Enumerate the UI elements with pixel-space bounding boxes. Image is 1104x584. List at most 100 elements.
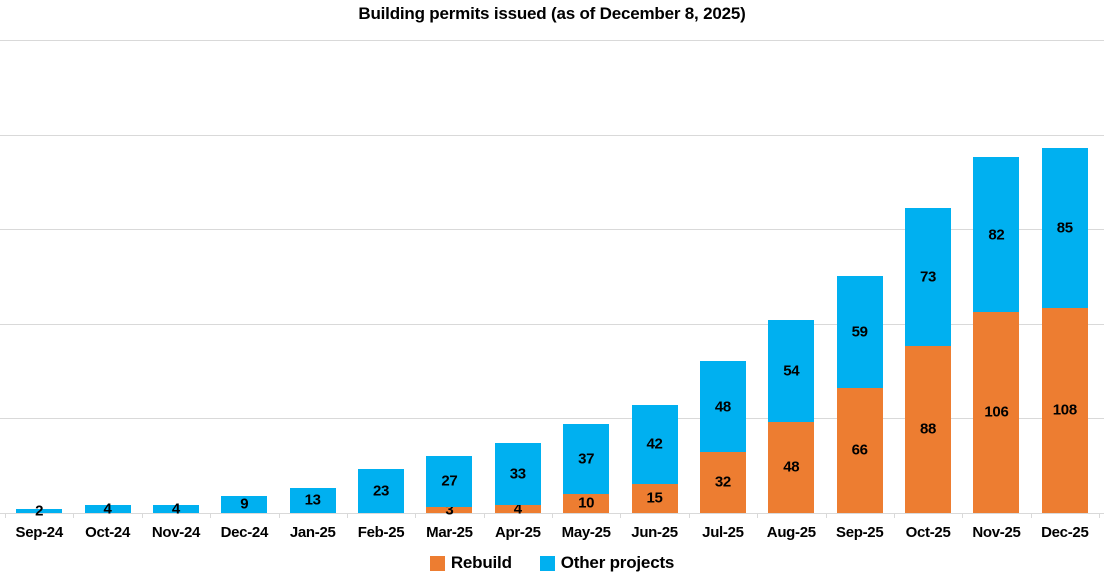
value-label: 48 (714, 398, 731, 416)
bar-segment-other-projects: 54 (768, 319, 815, 422)
other-projects-swatch-icon (539, 555, 555, 571)
x-axis-tick (688, 513, 690, 518)
value-label: 82 (988, 226, 1005, 244)
bar-group: 106 82 (962, 0, 1030, 513)
bar-segment-rebuild: 15 (631, 484, 678, 513)
bar-segment-other-projects: 27 (426, 455, 473, 507)
x-axis-line (0, 512, 1104, 514)
value-label: 23 (373, 482, 390, 500)
bar-segment-other-projects: 23 (358, 469, 405, 513)
bar-segment-other-projects: 2 (16, 503, 63, 518)
x-axis-tick (415, 513, 417, 518)
x-axis-label: Dec-24 (220, 524, 269, 541)
x-axis-tick (483, 513, 485, 518)
bar-segment-rebuild: 10 (563, 493, 610, 513)
x-axis-tick (141, 513, 143, 518)
value-label: 2 (35, 502, 44, 520)
value-label: 4 (171, 500, 180, 518)
x-axis-label: Mar-25 (426, 524, 473, 541)
value-label: 59 (851, 323, 868, 341)
x-axis-tick (1099, 513, 1100, 518)
value-label: 27 (441, 472, 458, 490)
bar-segment-other-projects: 13 (289, 487, 336, 513)
x-axis-tick (278, 513, 280, 518)
value-label: 37 (578, 450, 595, 468)
bar-segment-other-projects: 4 (84, 501, 131, 516)
value-label: 32 (714, 473, 731, 491)
x-axis-label: Oct-24 (85, 524, 130, 541)
value-label: 48 (783, 458, 800, 476)
bar-group: 3 27 (415, 0, 483, 517)
bar-segment-other-projects: 37 (563, 423, 610, 494)
bar-segment-other-projects: 4 (152, 501, 199, 516)
gridline (0, 323, 1104, 325)
legend: Rebuild Other projects (0, 553, 1104, 573)
bar-group: 2 (5, 0, 73, 518)
x-axis-tick (893, 513, 895, 518)
x-axis-tick (210, 513, 212, 518)
x-axis-tick (73, 513, 75, 518)
x-axis-tick (962, 513, 964, 518)
bar-segment-rebuild: 106 (973, 312, 1020, 513)
value-label: 54 (783, 362, 800, 380)
bar-segment-rebuild: 32 (699, 452, 746, 513)
x-axis-label: Jul-25 (702, 524, 744, 541)
bar-group: 4 33 (484, 0, 552, 516)
gridline (0, 134, 1104, 136)
bar-segment-other-projects: 48 (699, 361, 746, 453)
value-label: 10 (578, 494, 595, 512)
bar-segment-other-projects: 73 (905, 208, 952, 347)
gridline (0, 229, 1104, 230)
value-label: 33 (509, 465, 526, 483)
value-label: 4 (103, 500, 112, 518)
bar-segment-rebuild: 108 (1041, 308, 1088, 513)
bar-segment-other-projects: 59 (836, 276, 883, 388)
x-axis-label: Sep-24 (15, 524, 63, 541)
value-label: 108 (1052, 401, 1077, 419)
bar-segment-other-projects: 42 (631, 404, 678, 485)
legend-label-other-projects: Other projects (560, 553, 675, 572)
bar-segment-rebuild: 4 (494, 501, 541, 516)
x-axis-label: Jun-25 (631, 524, 678, 541)
gridline (0, 418, 1104, 419)
legend-label-rebuild: Rebuild (450, 553, 512, 572)
x-axis-label: Nov-24 (151, 524, 201, 541)
bar-group: 4 (142, 0, 210, 516)
x-axis-tick (552, 513, 553, 518)
value-label: 3 (445, 501, 454, 519)
x-axis-label: Jan-25 (289, 524, 336, 541)
bar-group: 66 59 (826, 0, 894, 513)
bar-group: 23 (347, 0, 415, 513)
x-axis-label: May-25 (561, 524, 611, 541)
chart-title: Building permits issued (as of December … (358, 4, 746, 23)
bar-group: 13 (279, 0, 347, 513)
x-axis-label: Apr-25 (494, 524, 541, 541)
bar-segment-other-projects: 85 (1041, 147, 1088, 309)
bar-group: 88 73 (894, 0, 962, 513)
bar-segment-other-projects: 82 (973, 157, 1020, 313)
x-axis-tick (5, 513, 6, 518)
value-label: 88 (920, 420, 937, 438)
x-axis-label: Dec-25 (1041, 524, 1089, 541)
x-axis-tick (346, 513, 348, 518)
legend-item-other-projects: Other projects (539, 553, 675, 573)
bar-segment-other-projects: 33 (494, 442, 541, 505)
x-axis-tick (825, 513, 827, 518)
bar-segment-other-projects: 9 (221, 495, 268, 513)
x-axis-tick (757, 513, 759, 518)
bar-segment-rebuild: 48 (768, 421, 815, 513)
bar-group: 4 (73, 0, 141, 516)
value-label: 73 (920, 268, 937, 286)
bar-group: 15 42 (620, 0, 688, 513)
x-axis-label: Sep-25 (835, 524, 884, 541)
value-label: 106 (984, 403, 1009, 421)
value-label: 9 (240, 495, 249, 513)
bar-group: 10 37 (552, 0, 620, 513)
x-axis-label: Feb-25 (357, 524, 405, 541)
x-axis-tick (620, 513, 622, 518)
value-label: 42 (646, 435, 663, 453)
bar-segment-rebuild: 66 (836, 387, 883, 513)
value-label: 13 (304, 491, 321, 509)
